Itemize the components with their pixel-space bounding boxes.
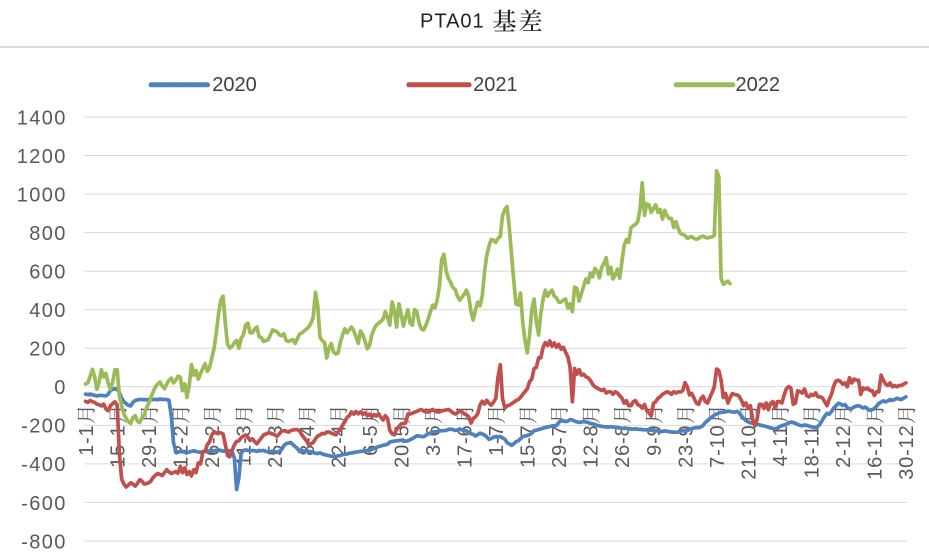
svg-text:800: 800 [29,223,67,245]
svg-text:16-12: 16-12 [865,425,887,480]
svg-text:1400: 1400 [17,107,67,129]
svg-text:12-2: 12-2 [171,425,193,468]
svg-text:1200: 1200 [17,146,67,168]
svg-text:20-5: 20-5 [391,425,413,468]
svg-text:11-3: 11-3 [234,425,256,467]
svg-text:0: 0 [54,377,67,399]
svg-text:-600: -600 [21,493,67,515]
svg-text:-400: -400 [21,454,67,476]
svg-text:29-1: 29-1 [139,425,161,468]
svg-text:PTA01: PTA01 [420,11,485,33]
svg-text:4-11: 4-11 [770,425,792,467]
svg-text:30-12: 30-12 [896,425,918,480]
svg-text:21-10: 21-10 [738,425,760,480]
svg-text:-800: -800 [21,531,67,552]
svg-text:23-9: 23-9 [675,425,697,468]
svg-text:25-3: 25-3 [265,425,287,468]
svg-text:600: 600 [29,262,67,284]
svg-text:1000: 1000 [17,184,67,206]
svg-text:2020: 2020 [212,74,256,96]
svg-text:2022: 2022 [736,74,781,96]
svg-text:2021: 2021 [473,74,517,96]
svg-text:1-1: 1-1 [76,425,98,456]
svg-text:12-8: 12-8 [581,425,603,468]
svg-text:18-11: 18-11 [802,425,824,479]
svg-text:2-12: 2-12 [833,425,855,468]
svg-text:1-7: 1-7 [486,425,508,456]
svg-text:26-2: 26-2 [202,425,224,468]
svg-text:-200: -200 [21,416,67,438]
svg-text:26-8: 26-8 [612,425,634,468]
svg-text:29-7: 29-7 [549,425,571,468]
svg-text:400: 400 [29,300,67,322]
svg-text:200: 200 [29,339,67,361]
svg-text:7-10: 7-10 [707,425,729,468]
